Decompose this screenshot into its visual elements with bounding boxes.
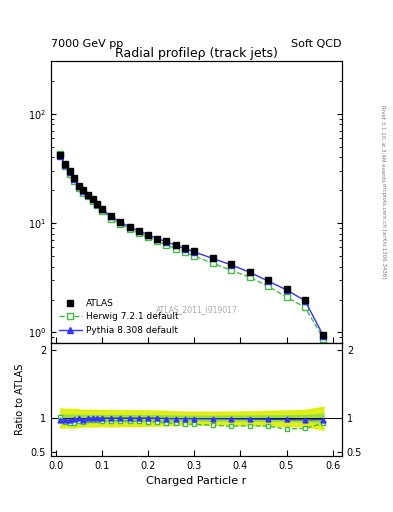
Text: Soft QCD: Soft QCD [292,38,342,49]
Text: Rivet 3.1.10, ≥ 3.4M events: Rivet 3.1.10, ≥ 3.4M events [381,105,386,182]
Legend: ATLAS, Herwig 7.2.1 default, Pythia 8.308 default: ATLAS, Herwig 7.2.1 default, Pythia 8.30… [55,295,182,338]
Text: mcplots.cern.ch [arXiv:1306.3436]: mcplots.cern.ch [arXiv:1306.3436] [381,183,386,278]
X-axis label: Charged Particle r: Charged Particle r [146,476,247,486]
Text: 7000 GeV pp: 7000 GeV pp [51,38,123,49]
Y-axis label: Ratio to ATLAS: Ratio to ATLAS [15,364,25,435]
Text: ATLAS_2011_I919017: ATLAS_2011_I919017 [156,305,237,314]
Title: Radial profileρ (track jets): Radial profileρ (track jets) [115,47,278,60]
